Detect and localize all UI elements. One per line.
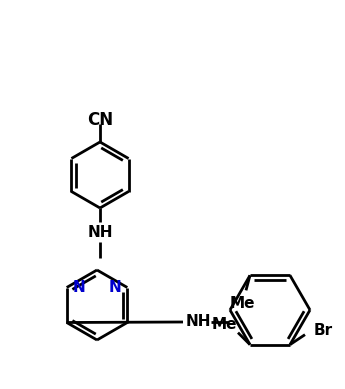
Text: CN: CN: [87, 111, 113, 129]
Text: N: N: [73, 280, 86, 295]
Text: NH: NH: [185, 314, 211, 329]
Text: Br: Br: [314, 323, 333, 338]
Text: Me: Me: [211, 317, 237, 332]
Text: NH: NH: [87, 224, 113, 240]
Text: N: N: [109, 280, 121, 295]
Text: Me: Me: [229, 296, 255, 311]
